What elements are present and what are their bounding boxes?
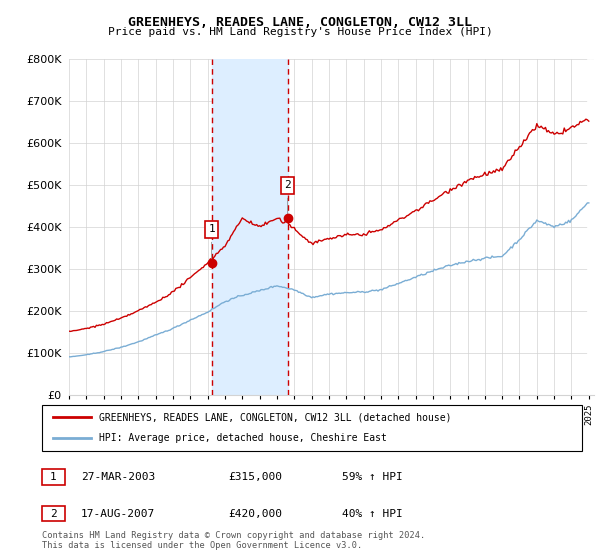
Text: Contains HM Land Registry data © Crown copyright and database right 2024.
This d: Contains HM Land Registry data © Crown c…: [42, 531, 425, 550]
Text: 59% ↑ HPI: 59% ↑ HPI: [342, 472, 403, 482]
Text: 2: 2: [284, 180, 291, 190]
Text: 1: 1: [208, 225, 215, 235]
Text: 40% ↑ HPI: 40% ↑ HPI: [342, 508, 403, 519]
Text: Price paid vs. HM Land Registry's House Price Index (HPI): Price paid vs. HM Land Registry's House …: [107, 27, 493, 37]
Text: 1: 1: [50, 472, 57, 482]
Text: £315,000: £315,000: [228, 472, 282, 482]
FancyBboxPatch shape: [42, 405, 582, 451]
Text: £420,000: £420,000: [228, 508, 282, 519]
Text: 27-MAR-2003: 27-MAR-2003: [81, 472, 155, 482]
Bar: [212, 59, 287, 395]
Bar: [587, 59, 594, 395]
Text: GREENHEYS, READES LANE, CONGLETON, CW12 3LL: GREENHEYS, READES LANE, CONGLETON, CW12 …: [128, 16, 472, 29]
Text: 17-AUG-2007: 17-AUG-2007: [81, 508, 155, 519]
Text: 2: 2: [50, 508, 57, 519]
Text: GREENHEYS, READES LANE, CONGLETON, CW12 3LL (detached house): GREENHEYS, READES LANE, CONGLETON, CW12 …: [98, 412, 451, 422]
Text: HPI: Average price, detached house, Cheshire East: HPI: Average price, detached house, Ches…: [98, 433, 386, 444]
